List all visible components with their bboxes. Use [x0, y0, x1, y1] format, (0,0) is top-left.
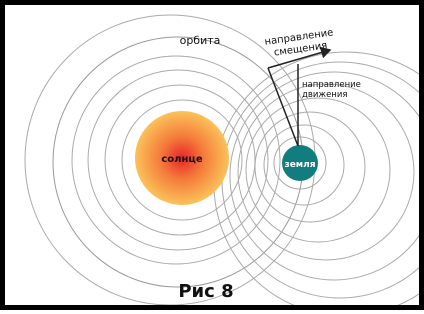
earth-label: земля: [284, 160, 315, 170]
motion-label: направление: [302, 80, 361, 90]
orbit-label: орбита: [180, 34, 221, 47]
sun-label: солнце: [161, 154, 202, 165]
motion-label: движения: [302, 90, 348, 100]
diagram: орбита направление смещения направление …: [0, 0, 424, 310]
caption: Рис 8: [178, 281, 233, 302]
